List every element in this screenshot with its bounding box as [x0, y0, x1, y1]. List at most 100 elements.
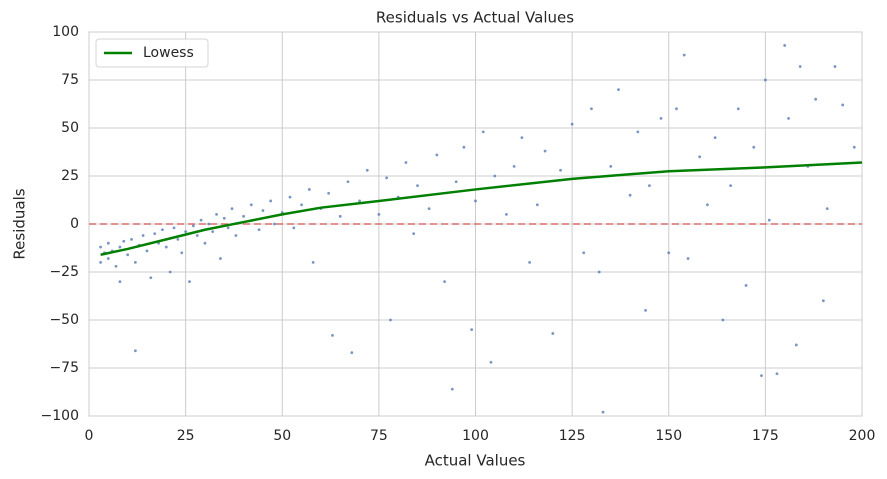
scatter-point	[783, 44, 787, 47]
y-tick-label: 50	[61, 120, 79, 136]
x-tick-label: 75	[370, 428, 388, 444]
scatter-point	[474, 199, 477, 203]
scatter-point	[512, 165, 516, 168]
scatter-point	[763, 78, 767, 82]
scatter-point	[176, 237, 180, 241]
scatter-point	[814, 97, 818, 101]
scatter-point	[191, 224, 195, 228]
scatter-point	[644, 309, 647, 312]
scatter-point	[543, 149, 547, 153]
lowess-line	[100, 161, 863, 256]
scatter-point	[195, 234, 199, 237]
y-tick-label: −50	[49, 312, 79, 328]
scatter-point	[133, 261, 137, 264]
scatter-point	[114, 264, 118, 268]
scatter-point	[505, 213, 508, 216]
scatter-point	[648, 184, 651, 188]
scatter-point	[559, 168, 562, 172]
scatter-point	[358, 199, 361, 203]
scatter-point	[234, 234, 238, 237]
scatter-point	[841, 103, 845, 107]
scatter-point	[118, 245, 122, 249]
scatter-point	[365, 168, 369, 172]
scatter-point	[133, 349, 137, 353]
scatter-point	[346, 180, 350, 184]
scatter-point	[99, 261, 102, 264]
scatter-point	[551, 332, 555, 335]
scatter-point	[215, 213, 218, 216]
scatter-point	[435, 153, 439, 157]
scatter-point	[535, 203, 539, 207]
scatter-point	[686, 257, 690, 260]
scatter-point	[257, 228, 261, 232]
scatter-point	[130, 237, 133, 241]
scatter-point	[164, 245, 168, 249]
scatter-point	[489, 360, 493, 364]
scatter-point	[443, 280, 446, 283]
scatter-point	[126, 253, 130, 257]
scatter-point	[122, 239, 126, 243]
scatter-point	[450, 387, 454, 391]
scatter-point	[338, 214, 342, 218]
scatter-point	[219, 257, 222, 260]
scatter-point	[570, 122, 574, 126]
scatter-point	[149, 276, 153, 280]
scatter-point	[180, 251, 184, 255]
scatter-point	[601, 410, 605, 414]
scatter-point	[288, 195, 292, 199]
scatter-point	[706, 203, 709, 207]
scatter-point	[628, 193, 632, 197]
scatter-point	[597, 270, 601, 274]
scatter-point	[736, 107, 740, 111]
scatter-point	[222, 216, 226, 220]
scatter-point	[454, 180, 458, 184]
scatter-point	[412, 232, 416, 236]
scatter-point	[667, 251, 671, 255]
scatter-point	[609, 165, 613, 168]
scatter-point	[261, 209, 265, 212]
scatter-point	[249, 203, 253, 207]
scatter-point	[211, 230, 215, 234]
scatter-point	[199, 218, 203, 222]
scatter-point	[470, 328, 474, 331]
scatter-point	[787, 117, 790, 120]
scatter-point	[767, 218, 771, 222]
x-tick-label: 50	[273, 428, 291, 444]
scatter-point	[760, 374, 763, 378]
scatter-point	[207, 222, 211, 226]
scatter-point	[118, 280, 122, 283]
scatter-point	[481, 130, 485, 134]
scatter-point	[675, 107, 678, 111]
y-tick-label: 0	[70, 216, 79, 232]
scatter-point	[833, 65, 837, 68]
scatter-point	[168, 270, 172, 274]
scatter-point	[141, 234, 145, 237]
scatter-point	[852, 145, 856, 149]
x-tick-label: 150	[655, 428, 682, 444]
scatter-point	[617, 88, 620, 91]
scatter-point	[389, 318, 392, 322]
scatter-point	[794, 343, 798, 347]
scatter-point	[744, 284, 748, 287]
scatter-point	[106, 257, 110, 260]
y-tick-label: −75	[49, 360, 79, 376]
scatter-point	[226, 226, 230, 230]
scatter-point	[404, 161, 408, 164]
x-tick-label: 25	[177, 428, 195, 444]
x-axis-label: Actual Values	[425, 452, 526, 470]
x-tick-label: 125	[559, 428, 586, 444]
scatter-point	[528, 261, 532, 264]
scatter-point	[775, 372, 779, 376]
scatter-point	[331, 333, 334, 337]
scatter-point	[153, 232, 157, 236]
chart-title: Residuals vs Actual Values	[376, 9, 574, 27]
scatter-point	[377, 213, 381, 216]
scatter-point	[721, 318, 725, 322]
scatter-point	[188, 280, 191, 283]
scatter-point	[798, 65, 802, 68]
scatter-point	[106, 241, 110, 245]
scatter-point	[161, 228, 164, 232]
scatter-point	[145, 249, 149, 253]
y-tick-label: 25	[61, 168, 79, 184]
legend-label: Lowess	[143, 45, 194, 61]
